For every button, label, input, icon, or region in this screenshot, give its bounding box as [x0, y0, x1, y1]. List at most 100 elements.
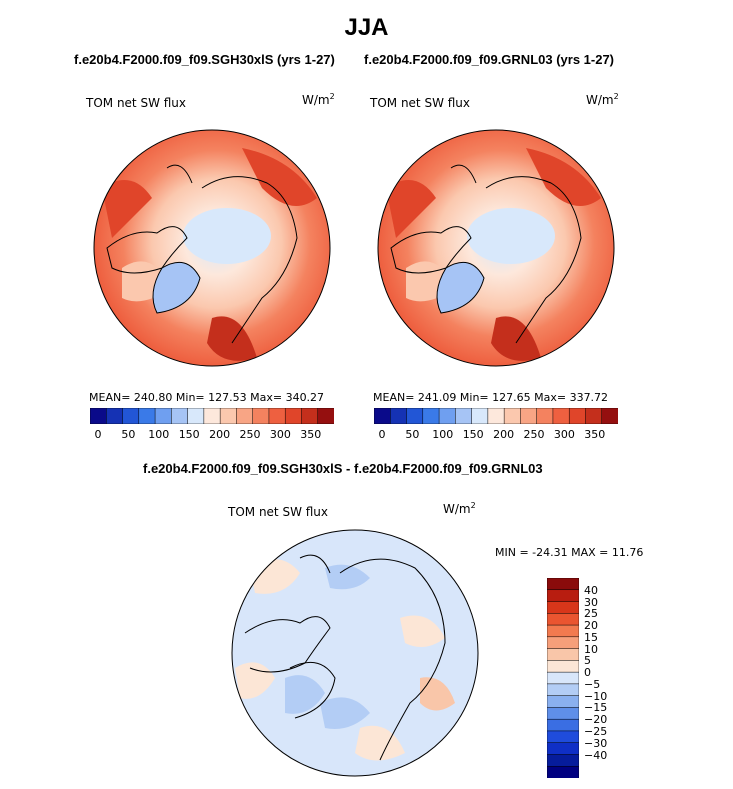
colorbar-3-tick-10: −15	[584, 701, 608, 715]
panel-3-title: f.e20b4.F2000.f09_f09.SGH30xlS - f.e20b4…	[143, 461, 543, 476]
colorbar-3-tick-11: −20	[584, 713, 608, 727]
colorbar-2-swatch-13	[585, 408, 603, 424]
panel-1-units-base: W/m	[302, 93, 330, 107]
map-3-patch-6	[325, 564, 370, 590]
colorbar-1-tick-6: 300	[269, 428, 291, 441]
panel-3-variable-label: TOM net SW flux	[228, 505, 329, 519]
colorbar-3-tick-12: −25	[584, 724, 608, 738]
colorbar-1-swatch-3	[138, 408, 156, 424]
colorbar-1-swatch-11	[268, 408, 286, 424]
colorbar-1-swatch-9	[236, 408, 254, 424]
map-1-greenland	[152, 261, 201, 314]
map-3-boundary	[231, 529, 479, 777]
colorbar-1-swatch-14	[317, 408, 334, 424]
colorbar-1-tick-3: 150	[178, 428, 200, 441]
colorbar-1-swatch-5	[171, 408, 189, 424]
colorbar-3-swatch-1	[547, 589, 579, 603]
panel-1-units: W/m2	[302, 92, 335, 107]
panel-3-units: W/m2	[443, 501, 476, 516]
colorbar-3-swatch-3	[547, 613, 579, 626]
colorbar-2-swatch-6	[471, 408, 489, 424]
panel-2-stats: MEAN= 241.09 Min= 127.65 Max= 337.72	[373, 391, 609, 404]
colorbar-3-swatch-0	[547, 578, 579, 591]
map-3-eurasia-coast	[339, 558, 446, 761]
colorbar-3-swatch-2	[547, 601, 579, 614]
colorbar-2-tick-7: 350	[584, 428, 606, 441]
panel-2-units-exp: 2	[613, 92, 619, 101]
colorbar-2-tick-1: 50	[405, 428, 420, 441]
colorbar-2-swatch-11	[552, 408, 570, 424]
map-3-greenland-coast	[289, 661, 336, 719]
map-2-region-northeast	[526, 148, 601, 206]
panel-2-variable-label: TOM net SW flux	[370, 96, 471, 110]
colorbar-3-tick-8: −5	[584, 677, 601, 691]
panel-1-stats: MEAN= 240.80 Min= 127.53 Max= 340.27	[89, 391, 325, 404]
map-3-patch-7	[285, 675, 325, 714]
map-1-boundary	[93, 129, 331, 367]
figure-title: JJA	[344, 14, 389, 41]
map-2-alaska-coast	[450, 164, 477, 184]
colorbar-1-swatch-4	[154, 408, 172, 424]
colorbar-1-swatch-13	[301, 408, 319, 424]
colorbar-2-swatch-10	[536, 408, 554, 424]
map-1-eurasia-coast	[201, 176, 298, 344]
panel-3-stats: MIN = -24.31 MAX = 11.76	[495, 546, 644, 559]
map-3-patch-4	[420, 677, 455, 711]
colorbar-1-swatch-8	[219, 408, 237, 424]
map-2-eurasia-coast	[485, 176, 582, 344]
colorbar-3-swatch-13	[547, 730, 579, 744]
colorbar-2-swatch-14	[601, 408, 618, 424]
colorbar-1-swatch-12	[284, 408, 303, 424]
colorbar-3-swatch-10	[547, 695, 579, 708]
colorbar-2-tick-6: 300	[553, 428, 575, 441]
map-3-patch-8	[320, 697, 370, 729]
colorbar-1-swatch-7	[203, 408, 221, 424]
colorbar-1-swatch-6	[187, 408, 205, 424]
map-2-canada-coast	[390, 226, 472, 274]
colorbar-1-tick-0: 0	[94, 428, 102, 441]
colorbar-2-swatch-3	[422, 408, 440, 424]
colorbar-1-tick-1: 50	[121, 428, 136, 441]
map-3-patch-2	[400, 615, 445, 647]
panel-2-units: W/m2	[586, 92, 619, 107]
panel-1-title: f.e20b4.F2000.f09_f09.SGH30xlS (yrs 1-27…	[74, 52, 335, 67]
colorbar-3-swatch-6	[547, 648, 579, 661]
colorbar-3-tick-9: −10	[584, 689, 608, 703]
map-2-region-west	[386, 180, 436, 238]
colorbar-1-ticks: 0 50 100 150 200 250 300 350	[90, 428, 334, 442]
panel-2-title: f.e20b4.F2000.f09_f09.GRNL03 (yrs 1-27)	[364, 52, 615, 67]
colorbar-1-tick-2: 100	[148, 428, 170, 441]
colorbar-1-tick-5: 250	[239, 428, 261, 441]
colorbar-3-tick-2: 25	[584, 607, 598, 621]
colorbar-1-swatch-10	[252, 408, 270, 424]
map-panel-2	[377, 129, 615, 367]
panel-1-units-exp: 2	[329, 92, 335, 101]
colorbar-3-swatch-4	[547, 624, 579, 638]
colorbar-3-tick-4: 15	[584, 630, 598, 644]
map-1-arctic-ocean	[183, 208, 271, 264]
colorbar-3-swatch-12	[547, 718, 579, 732]
colorbar-1-swatch-0	[90, 408, 107, 424]
colorbar-2-tick-2: 100	[432, 428, 454, 441]
map-1-region-south	[207, 316, 257, 361]
colorbar-1	[90, 408, 334, 424]
colorbar-3-swatch-16	[547, 765, 579, 778]
colorbar-3-swatch-5	[547, 636, 579, 650]
colorbar-2-swatch-9	[520, 408, 538, 424]
map-panel-1	[93, 129, 331, 367]
colorbar-3	[547, 578, 579, 778]
colorbar-3-tick-13: −30	[584, 736, 608, 750]
map-2-arctic-ocean	[467, 208, 555, 264]
panel-2-units-base: W/m	[586, 93, 614, 107]
panel-1-variable-label: TOM net SW flux	[86, 96, 187, 110]
colorbar-3-tick-6: 5	[584, 654, 591, 668]
colorbar-2-swatch-2	[406, 408, 424, 424]
colorbar-2-swatch-12	[568, 408, 587, 424]
colorbar-3-tick-5: 10	[584, 642, 598, 656]
map-1-region-west	[102, 180, 152, 238]
colorbar-2-swatch-8	[503, 408, 521, 424]
map-1-canada-coast	[106, 226, 188, 274]
colorbar-1-swatch-1	[106, 408, 124, 424]
colorbar-3-tick-3: 20	[584, 619, 598, 633]
map-2-region-south	[491, 316, 541, 361]
